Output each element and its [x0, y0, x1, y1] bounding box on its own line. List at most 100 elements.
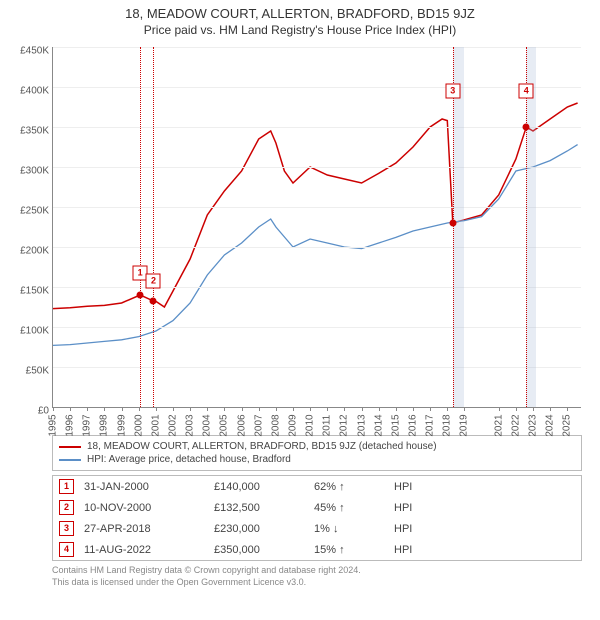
legend-item: HPI: Average price, detached house, Brad…: [59, 453, 575, 466]
x-tick: [533, 407, 534, 411]
chart-marker: 2: [146, 274, 161, 289]
x-axis-label: 2014: [373, 414, 384, 436]
x-axis-label: 2013: [356, 414, 367, 436]
legend-label: HPI: Average price, detached house, Brad…: [87, 454, 291, 465]
x-tick: [362, 407, 363, 411]
x-tick: [173, 407, 174, 411]
x-axis-label: 2021: [493, 414, 504, 436]
transaction-price: £230,000: [214, 523, 304, 535]
y-axis-label: £250K: [9, 206, 49, 217]
x-axis-label: 2015: [390, 414, 401, 436]
transaction-marker-box: 1: [59, 479, 74, 494]
y-axis-label: £200K: [9, 246, 49, 257]
x-tick: [70, 407, 71, 411]
transaction-marker-box: 2: [59, 500, 74, 515]
transaction-row: 210-NOV-2000£132,50045%HPI: [53, 497, 581, 518]
transactions-table: 131-JAN-2000£140,00062%HPI210-NOV-2000£1…: [52, 475, 582, 561]
x-axis-label: 2000: [133, 414, 144, 436]
y-axis-label: £300K: [9, 166, 49, 177]
x-axis-label: 1995: [48, 414, 59, 436]
y-axis-label: £150K: [9, 286, 49, 297]
transaction-pct: 1%: [314, 523, 384, 535]
x-axis-label: 1999: [116, 414, 127, 436]
x-tick: [396, 407, 397, 411]
y-axis-label: £350K: [9, 126, 49, 137]
x-tick: [207, 407, 208, 411]
chart-subtitle: Price paid vs. HM Land Registry's House …: [10, 23, 590, 37]
x-axis-label: 2012: [339, 414, 350, 436]
shaded-band: [453, 47, 465, 407]
transaction-hpi-label: HPI: [394, 523, 412, 535]
legend-label: 18, MEADOW COURT, ALLERTON, BRADFORD, BD…: [87, 441, 437, 452]
chart-svg: [53, 47, 581, 407]
transaction-date: 31-JAN-2000: [84, 481, 204, 493]
transaction-date: 27-APR-2018: [84, 523, 204, 535]
x-axis-label: 2009: [288, 414, 299, 436]
chart-marker: 4: [519, 84, 534, 99]
x-tick: [464, 407, 465, 411]
gridline-h: [53, 87, 581, 88]
legend-swatch: [59, 459, 81, 461]
x-axis-label: 2002: [168, 414, 179, 436]
transaction-pct: 15%: [314, 544, 384, 556]
gridline-h: [53, 47, 581, 48]
chart-marker: 3: [445, 84, 460, 99]
gridline-h: [53, 287, 581, 288]
attribution-footer: Contains HM Land Registry data © Crown c…: [52, 565, 582, 588]
transaction-marker-box: 4: [59, 542, 74, 557]
legend: 18, MEADOW COURT, ALLERTON, BRADFORD, BD…: [52, 435, 582, 471]
transaction-row: 3 27-APR-2018 £230,000 1% HPI: [53, 518, 581, 539]
marker-vline: [140, 47, 141, 407]
x-tick: [293, 407, 294, 411]
x-tick: [567, 407, 568, 411]
footer-line-1: Contains HM Land Registry data © Crown c…: [52, 565, 582, 577]
chart-area: £0£50K£100K£150K£200K£250K£300K£350K£400…: [10, 43, 590, 433]
x-tick: [224, 407, 225, 411]
x-tick: [259, 407, 260, 411]
x-axis-label: 2001: [150, 414, 161, 436]
transaction-row: 131-JAN-2000£140,00062%HPI: [53, 476, 581, 497]
legend-item: 18, MEADOW COURT, ALLERTON, BRADFORD, BD…: [59, 440, 575, 453]
gridline-h: [53, 167, 581, 168]
x-tick: [276, 407, 277, 411]
data-point-dot: [523, 124, 530, 131]
x-axis-label: 2006: [236, 414, 247, 436]
shaded-band: [526, 47, 536, 407]
x-tick: [516, 407, 517, 411]
transaction-price: £140,000: [214, 481, 304, 493]
gridline-h: [53, 127, 581, 128]
x-axis-label: 2010: [305, 414, 316, 436]
chart-plot: £0£50K£100K£150K£200K£250K£300K£350K£400…: [52, 47, 581, 408]
transaction-hpi-label: HPI: [394, 481, 412, 493]
x-tick: [550, 407, 551, 411]
x-axis-label: 2017: [425, 414, 436, 436]
x-tick: [327, 407, 328, 411]
transaction-pct: 45%: [314, 502, 384, 514]
footer-line-2: This data is licensed under the Open Gov…: [52, 577, 582, 589]
x-axis-label: 2016: [408, 414, 419, 436]
x-axis-label: 2025: [562, 414, 573, 436]
gridline-h: [53, 327, 581, 328]
gridline-h: [53, 367, 581, 368]
y-axis-label: £50K: [9, 366, 49, 377]
x-tick: [344, 407, 345, 411]
x-tick: [53, 407, 54, 411]
x-axis-label: 2011: [322, 415, 333, 437]
x-tick: [156, 407, 157, 411]
marker-vline: [526, 47, 527, 407]
x-axis-label: 1996: [65, 414, 76, 436]
transaction-hpi-label: HPI: [394, 544, 412, 556]
transaction-date: 10-NOV-2000: [84, 502, 204, 514]
transaction-date: 11-AUG-2022: [84, 544, 204, 556]
x-tick: [104, 407, 105, 411]
data-point-dot: [150, 298, 157, 305]
x-axis-label: 2018: [442, 414, 453, 436]
legend-swatch: [59, 446, 81, 448]
x-axis-label: 2019: [459, 414, 470, 436]
x-axis-label: 1998: [99, 414, 110, 436]
x-tick: [499, 407, 500, 411]
x-tick: [139, 407, 140, 411]
transaction-marker-box: 3: [59, 521, 74, 536]
x-axis-label: 2004: [202, 414, 213, 436]
x-axis-label: 2023: [528, 414, 539, 436]
